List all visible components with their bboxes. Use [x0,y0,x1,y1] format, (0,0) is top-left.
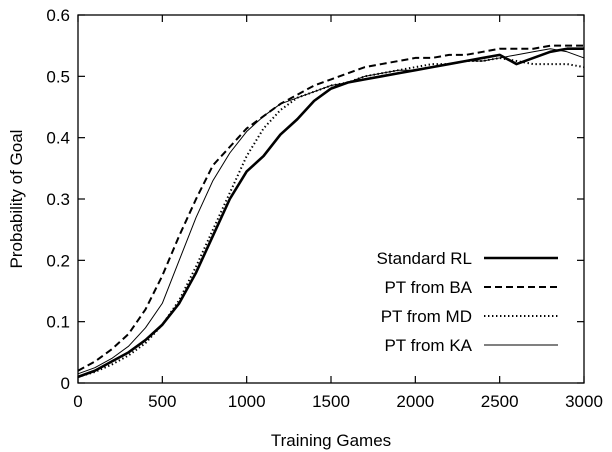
y-tick-label: 0.6 [46,6,70,25]
x-tick-label: 1000 [228,392,266,411]
y-tick-label: 0 [61,374,70,393]
x-tick-label: 500 [148,392,176,411]
plot-content [77,44,585,379]
y-tick-label: 0.3 [46,190,70,209]
x-tick-label: 0 [73,392,82,411]
x-tick-label: 3000 [565,392,603,411]
plot-frame [77,14,585,384]
y-tick-label: 0.1 [46,313,70,332]
axis-ticks: 0 500 1000 1500 2000 2500 3000 0 0.1 0.2 0.3 0.4 0.5… [46,6,603,411]
y-tick-label: 0.5 [46,67,70,86]
y-tick-label: 0.2 [46,251,70,270]
legend-label: Standard RL [377,249,472,268]
x-tick-label: 1500 [312,392,350,411]
series-line-pt-from-md [77,56,585,378]
series-line-standard-rl [77,47,584,379]
x-axis-title: Training Games [271,431,391,450]
x-tick-label: 2000 [396,392,434,411]
legend-label: PT from KA [384,336,472,355]
y-axis-title: Probability of Goal [7,130,26,269]
y-tick-label: 0.4 [46,129,70,148]
legend-label: PT from BA [384,278,472,297]
legend: Standard RL PT from BA PT from MD PT from K… [377,249,558,355]
series-line-pt-from-ka [77,48,585,375]
legend-label: PT from MD [381,307,472,326]
series-line-pt-from-ba [77,44,584,372]
x-tick-label: 2500 [481,392,519,411]
